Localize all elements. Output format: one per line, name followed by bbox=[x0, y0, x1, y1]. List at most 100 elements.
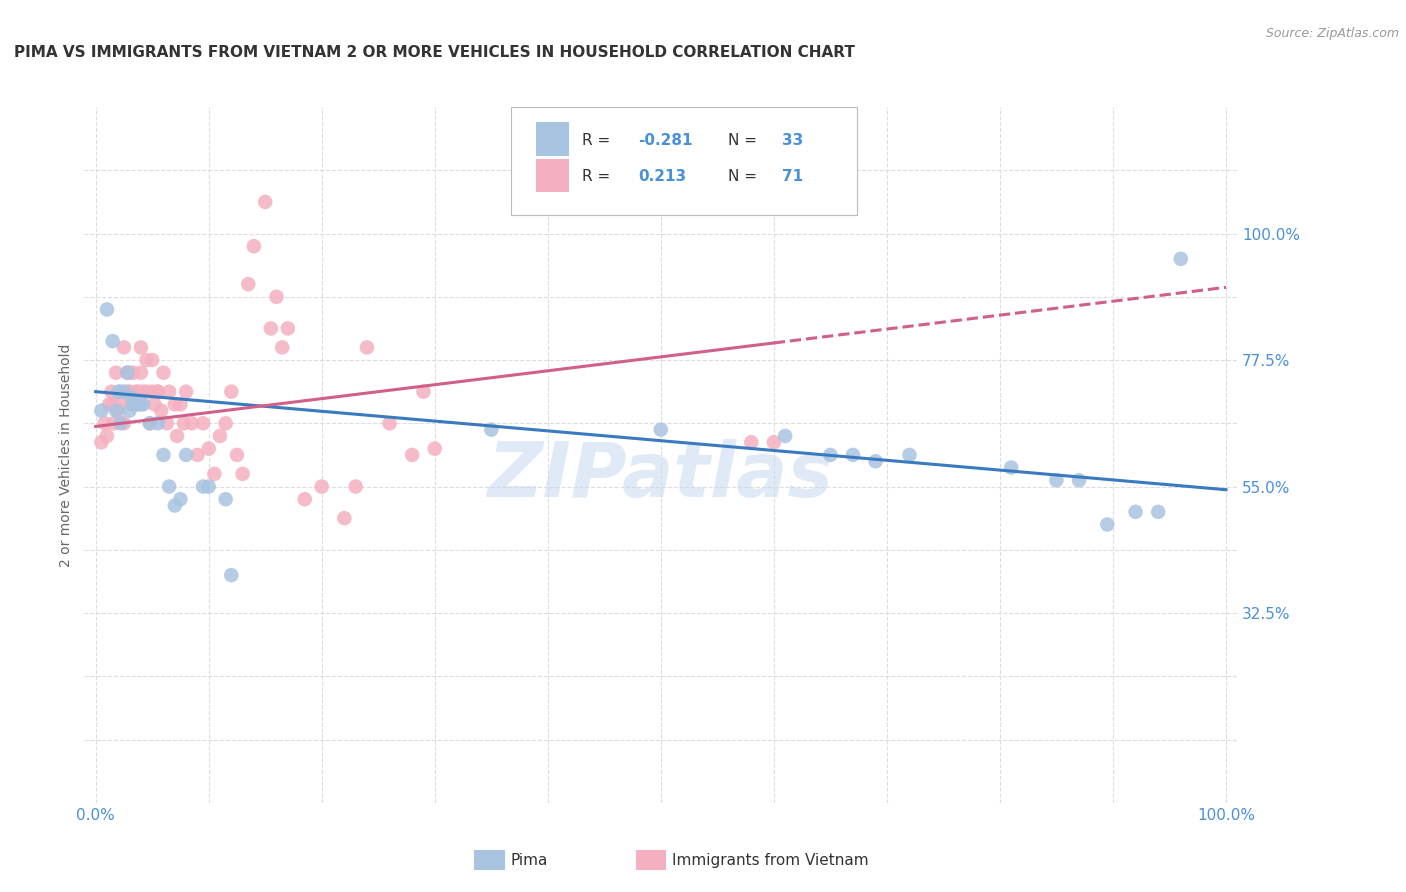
Point bbox=[221, 384, 243, 399]
FancyBboxPatch shape bbox=[536, 122, 568, 156]
Point bbox=[266, 290, 288, 304]
Point bbox=[173, 417, 195, 431]
Point bbox=[157, 384, 180, 399]
Point bbox=[1170, 252, 1192, 266]
FancyBboxPatch shape bbox=[510, 107, 856, 215]
Point bbox=[740, 435, 762, 450]
Point bbox=[117, 366, 139, 380]
Point bbox=[650, 423, 672, 437]
Point bbox=[143, 397, 166, 411]
Point bbox=[1147, 505, 1170, 519]
Point bbox=[152, 448, 174, 462]
Point bbox=[129, 397, 152, 411]
Point bbox=[344, 479, 367, 493]
Point bbox=[294, 492, 316, 507]
Point bbox=[150, 403, 173, 417]
Point bbox=[128, 384, 150, 399]
Point bbox=[90, 403, 112, 417]
Point bbox=[1097, 517, 1119, 532]
Point bbox=[865, 454, 887, 468]
Point bbox=[254, 194, 277, 209]
Point bbox=[152, 366, 174, 380]
Point bbox=[378, 417, 401, 431]
Point bbox=[100, 384, 122, 399]
Point bbox=[146, 417, 169, 431]
Point bbox=[180, 417, 202, 431]
Point bbox=[271, 340, 294, 354]
Point bbox=[107, 403, 129, 417]
Point bbox=[141, 384, 163, 399]
Point bbox=[125, 384, 148, 399]
Point bbox=[146, 384, 169, 399]
Point bbox=[118, 366, 141, 380]
Text: Source: ZipAtlas.com: Source: ZipAtlas.com bbox=[1265, 27, 1399, 40]
Point bbox=[135, 384, 157, 399]
Point bbox=[232, 467, 254, 481]
Text: Pima: Pima bbox=[510, 854, 548, 868]
Point bbox=[112, 417, 135, 431]
Point bbox=[124, 397, 146, 411]
Point bbox=[333, 511, 356, 525]
Point bbox=[110, 417, 132, 431]
Point bbox=[124, 397, 146, 411]
Point bbox=[139, 417, 162, 431]
Point bbox=[163, 499, 186, 513]
Point bbox=[112, 384, 135, 399]
Point bbox=[103, 417, 125, 431]
Point bbox=[96, 302, 118, 317]
Text: R =: R = bbox=[582, 133, 616, 148]
Point bbox=[214, 417, 236, 431]
Point bbox=[191, 417, 214, 431]
Point bbox=[132, 397, 155, 411]
Point bbox=[174, 448, 197, 462]
Text: -0.281: -0.281 bbox=[638, 133, 692, 148]
Point bbox=[197, 479, 219, 493]
Text: R =: R = bbox=[582, 169, 620, 184]
Point bbox=[146, 384, 169, 399]
Y-axis label: 2 or more Vehicles in Household: 2 or more Vehicles in Household bbox=[59, 343, 73, 566]
Point bbox=[197, 442, 219, 456]
Point bbox=[101, 334, 124, 348]
Text: 71: 71 bbox=[782, 169, 803, 184]
Point bbox=[166, 429, 188, 443]
Point bbox=[243, 239, 266, 253]
Point bbox=[118, 403, 141, 417]
Point bbox=[208, 429, 231, 443]
Point bbox=[412, 384, 434, 399]
Point bbox=[401, 448, 423, 462]
Point bbox=[101, 397, 124, 411]
Text: 0.213: 0.213 bbox=[638, 169, 686, 184]
Point bbox=[311, 479, 333, 493]
Point bbox=[129, 340, 152, 354]
Point bbox=[135, 353, 157, 368]
Point bbox=[479, 423, 502, 437]
Point bbox=[98, 397, 121, 411]
Point bbox=[117, 384, 139, 399]
Text: ZIPatlas: ZIPatlas bbox=[488, 439, 834, 513]
Point bbox=[118, 384, 141, 399]
Point bbox=[93, 417, 115, 431]
Point bbox=[277, 321, 299, 335]
Text: 33: 33 bbox=[782, 133, 803, 148]
Point bbox=[117, 366, 139, 380]
Point bbox=[121, 397, 143, 411]
Point bbox=[129, 366, 152, 380]
Point bbox=[260, 321, 283, 335]
Point bbox=[122, 366, 145, 380]
Point bbox=[1045, 473, 1067, 487]
Point bbox=[107, 384, 129, 399]
Point bbox=[898, 448, 921, 462]
Point bbox=[169, 492, 191, 507]
Point bbox=[139, 417, 162, 431]
Point bbox=[163, 397, 186, 411]
Point bbox=[132, 384, 155, 399]
Point bbox=[110, 384, 132, 399]
Point bbox=[820, 448, 842, 462]
Text: PIMA VS IMMIGRANTS FROM VIETNAM 2 OR MORE VEHICLES IN HOUSEHOLD CORRELATION CHAR: PIMA VS IMMIGRANTS FROM VIETNAM 2 OR MOR… bbox=[14, 45, 855, 60]
Point bbox=[202, 467, 225, 481]
Point bbox=[842, 448, 865, 462]
Text: Immigrants from Vietnam: Immigrants from Vietnam bbox=[672, 854, 869, 868]
Point bbox=[157, 479, 180, 493]
Point bbox=[90, 435, 112, 450]
Point bbox=[186, 448, 208, 462]
